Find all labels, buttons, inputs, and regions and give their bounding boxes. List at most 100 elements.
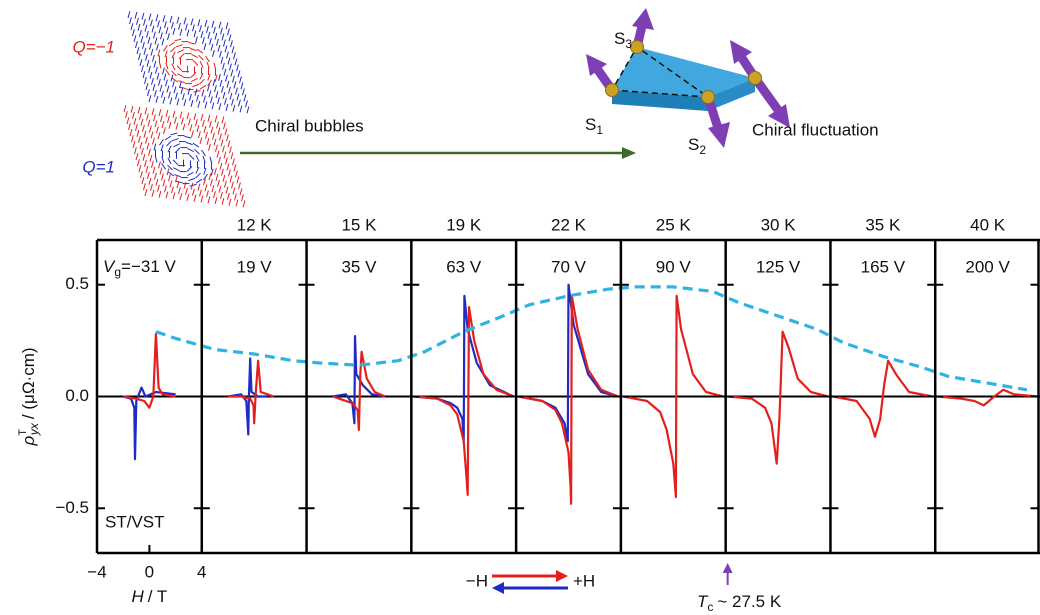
curve xyxy=(332,335,386,425)
spin xyxy=(232,104,236,112)
spin xyxy=(151,77,154,85)
spin xyxy=(234,193,237,201)
spin xyxy=(210,126,214,134)
spin xyxy=(170,74,174,82)
spin xyxy=(218,73,221,81)
spin xyxy=(172,192,176,200)
spin xyxy=(176,181,180,189)
spin xyxy=(190,182,194,190)
spin xyxy=(165,79,168,87)
spin xyxy=(232,187,236,195)
spin xyxy=(167,164,173,171)
spin xyxy=(145,53,148,61)
spin xyxy=(170,46,176,53)
curve xyxy=(123,332,176,409)
spin xyxy=(133,117,137,125)
spin xyxy=(167,115,170,123)
spin xyxy=(203,125,207,133)
spin xyxy=(203,178,206,186)
spin xyxy=(151,108,155,116)
spin xyxy=(238,99,241,107)
spin xyxy=(223,39,226,47)
spin xyxy=(182,123,186,131)
spin xyxy=(227,192,230,200)
spin xyxy=(145,165,149,173)
spin xyxy=(222,91,226,99)
spin xyxy=(146,59,150,67)
spin xyxy=(195,154,200,162)
spin xyxy=(214,74,218,82)
spin-arrowhead xyxy=(768,104,790,128)
spin xyxy=(228,169,231,177)
spin xyxy=(224,97,227,105)
spin xyxy=(175,44,183,48)
spin xyxy=(185,23,188,31)
temperature-label: 19 K xyxy=(446,215,482,234)
sample-label: ST/VST xyxy=(105,512,165,531)
spin xyxy=(207,196,211,204)
spin xyxy=(194,88,198,96)
spin xyxy=(200,113,204,121)
spin xyxy=(150,19,153,27)
spin xyxy=(206,61,210,69)
fluctuation-label: Chiral fluctuation xyxy=(752,120,879,139)
spin xyxy=(134,147,137,155)
spin xyxy=(192,60,199,66)
spin xyxy=(214,32,218,40)
spin xyxy=(231,181,234,189)
spin-arrowhead xyxy=(586,54,607,76)
spin xyxy=(231,98,234,106)
spin xyxy=(192,83,200,88)
spin xyxy=(212,49,215,57)
spin xyxy=(221,197,225,205)
gate-symbol: V xyxy=(103,257,116,276)
spin xyxy=(161,121,165,129)
spin xyxy=(143,183,146,191)
spin xyxy=(195,172,201,179)
spin xyxy=(129,129,133,137)
spin xyxy=(235,170,238,178)
curve xyxy=(413,306,514,496)
spin xyxy=(222,145,225,153)
spin xyxy=(183,181,187,189)
spin xyxy=(208,90,212,98)
spin xyxy=(137,106,141,114)
spin xyxy=(161,38,165,46)
spin xyxy=(145,136,148,144)
spin xyxy=(174,116,177,124)
spin xyxy=(207,79,212,87)
spin xyxy=(171,77,179,83)
spin xyxy=(231,46,235,54)
spin xyxy=(220,139,224,147)
spin xyxy=(213,62,217,70)
spin xyxy=(246,106,250,114)
spin xyxy=(139,141,143,149)
spin xyxy=(238,182,241,190)
site-symbol: S xyxy=(585,115,596,134)
spin xyxy=(144,77,147,85)
gate-label: Vg=−31 V xyxy=(103,257,177,279)
spin xyxy=(201,149,206,157)
spin xyxy=(157,184,160,192)
spin xyxy=(219,50,222,58)
spin xyxy=(213,191,216,199)
spin xyxy=(225,157,228,165)
spin xyxy=(168,121,172,129)
spin xyxy=(174,147,181,154)
spin xyxy=(221,33,225,41)
spin xyxy=(134,11,138,19)
spin xyxy=(167,157,172,165)
spin xyxy=(212,132,215,140)
spin xyxy=(158,78,161,86)
x-tick-label: 0 xyxy=(145,562,154,581)
gate-label: 63 V xyxy=(446,257,482,276)
spin xyxy=(126,117,130,125)
spin xyxy=(153,60,157,68)
spin xyxy=(215,144,218,152)
spin xyxy=(217,44,221,52)
spin xyxy=(141,147,144,155)
spin xyxy=(236,64,239,72)
curve xyxy=(518,294,619,505)
spin xyxy=(149,71,153,79)
spin xyxy=(200,195,204,203)
